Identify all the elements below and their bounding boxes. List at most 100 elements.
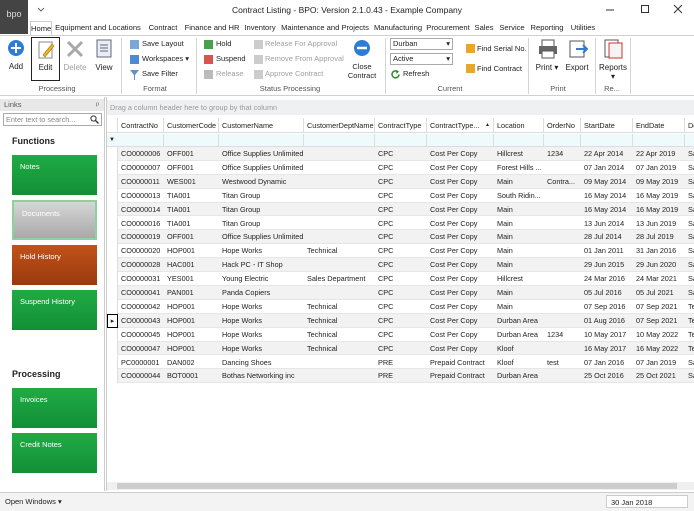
ribbon-tab[interactable]: Service [499,23,525,32]
hold-button[interactable]: Hold [216,39,232,48]
release-for-approval-button[interactable]: Release For Approval [265,39,338,48]
documents-tile[interactable]: Documents [12,200,97,240]
grid-cell: TIA001 [167,204,191,214]
grid-row[interactable] [118,369,694,384]
branch-dropdown[interactable]: Durban ▾ [390,38,453,50]
grid-row[interactable] [118,216,694,231]
grid-cell: 25 Oct 2021 [636,371,676,381]
release-button[interactable]: Release [216,69,244,78]
remove-from-approval-button[interactable]: Remove From Approval [265,54,344,63]
suspend-button[interactable]: Suspend [216,54,246,63]
dropdown-arrow: ▾ [446,39,450,48]
ribbon-tab[interactable]: Manufacturing [373,23,423,32]
grid-cell [544,244,581,258]
grid-row[interactable] [118,313,694,328]
ribbon-tab[interactable]: Maintenance and Projects [281,23,369,32]
app-logo[interactable]: bpo [0,0,28,34]
grid-row[interactable] [118,355,694,370]
grid-row[interactable] [118,160,694,175]
column-header[interactable]: OrderNo [544,118,581,133]
grid-cell: Hope Works [222,301,263,311]
refresh-button[interactable]: Refresh [403,69,430,78]
open-windows-button[interactable]: Open Windows ▾ [5,497,62,506]
notes-tile[interactable]: Notes [12,155,97,195]
add-button[interactable]: Add [4,38,28,72]
status-dropdown[interactable]: Active ▾ [390,53,453,65]
grid-cell [544,189,581,203]
suspend-history-tile[interactable]: Suspend History [12,290,97,330]
grid-cell: HOP001 [167,315,195,325]
minimize-button[interactable] [605,4,615,14]
ribbon-tab[interactable]: Procurement [426,23,470,32]
ribbon-tab[interactable]: Equipment and Locations [55,23,141,32]
invoices-tile[interactable]: Invoices [12,388,97,428]
find-serial-button[interactable]: Find Serial No. [477,44,527,53]
view-button[interactable]: View [92,38,116,72]
ribbon-tab[interactable]: Utilities [570,23,596,32]
grid-cell: 25 Oct 2016 [584,371,624,381]
column-header[interactable]: EndDate [633,118,685,133]
workspaces-button[interactable]: Workspaces ▾ [142,53,189,65]
grid-row[interactable] [118,244,694,259]
save-filter-button[interactable]: Save Filter [142,69,178,78]
credit-notes-tile[interactable]: Credit Notes [12,433,97,473]
column-header[interactable]: CustomerCode [164,118,219,133]
grid-row[interactable] [118,202,694,217]
group-label: Current [437,84,463,93]
ribbon-tab[interactable]: Home [30,21,52,35]
grid-row[interactable] [118,188,694,203]
grid-row[interactable] [118,327,694,342]
grid-row[interactable] [118,147,694,161]
grid-cell: TIA001 [167,218,191,228]
ribbon-tab[interactable]: Finance and HR [184,23,240,32]
grid-row[interactable] [118,299,694,314]
ribbon-tab[interactable]: Sales [474,23,494,32]
quick-access[interactable] [36,4,46,14]
grid-cell: Sa [688,190,694,200]
column-header[interactable]: ContractType... ▲ [427,118,494,133]
maximize-button[interactable] [640,4,650,14]
row-indicator [107,216,118,231]
ribbon-tab[interactable]: Reporting [530,23,564,32]
grid-cell: Office Supplies Unlimited [222,162,304,172]
export-button[interactable]: Export [564,38,590,78]
pin-icon[interactable]: ᵖ [96,100,99,109]
grid-cell: CO0000045 [121,329,161,339]
grid-cell: Sa [688,149,694,158]
column-header[interactable]: CustomerDeptName [304,118,375,133]
column-header[interactable]: ContractNo [118,118,164,133]
grid-row[interactable] [118,286,694,300]
filter-row[interactable] [107,134,694,147]
grid-row[interactable] [118,341,694,356]
grid-cell: 24 Mar 2021 [636,274,677,284]
column-header[interactable]: StartDate [581,118,633,133]
grid-cell: CPC [378,315,394,325]
grid-row[interactable] [118,272,694,286]
column-header[interactable]: CustomerName [219,118,304,133]
column-header[interactable]: ContractType [375,118,427,133]
edit-button[interactable]: Edit [31,37,60,81]
find-contract-button[interactable]: Find Contract [477,64,523,73]
ribbon-tab[interactable]: Inventory [244,23,276,32]
column-header[interactable]: De [685,118,694,133]
grid-cell: OFF001 [167,232,194,242]
close-contract-button[interactable]: Close Contract [344,38,380,82]
grid-row[interactable] [118,258,694,273]
close-button[interactable] [673,4,683,14]
grid-row[interactable] [118,174,694,189]
delete-button[interactable]: Delete [63,38,87,72]
dropdown-value: Durban [393,39,418,48]
column-header[interactable]: Location [494,118,544,133]
reports-button[interactable]: Reports ▾ [598,38,628,81]
grid-cell: Cost Per Copy [430,190,478,200]
print-button[interactable]: Print ▾ [534,38,560,78]
search-box[interactable]: Enter text to search... [3,113,102,126]
scrollbar-thumb[interactable] [117,483,677,489]
grid-cell: 10 May 2017 [584,329,627,339]
grid-cell: CO0000020 [121,246,161,256]
approve-contract-button[interactable]: Approve Contract [265,69,324,78]
save-layout-button[interactable]: Save Layout [142,39,184,48]
hold-history-tile[interactable]: Hold History [12,245,97,285]
grid-row[interactable] [118,230,694,245]
ribbon-tab[interactable]: Contract [148,23,178,32]
